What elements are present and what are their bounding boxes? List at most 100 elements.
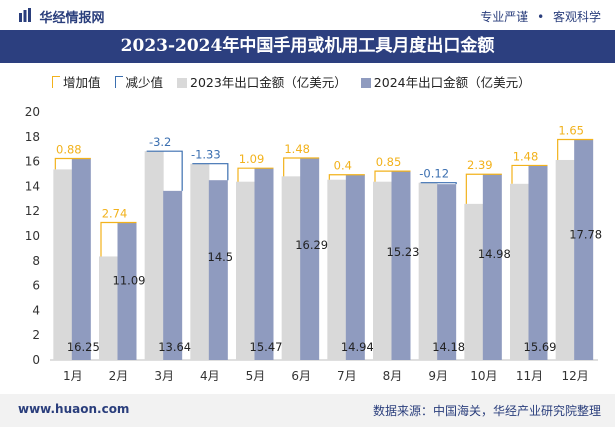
x-tick-label: 1月 [63, 369, 83, 383]
increase-label: 0.85 [376, 155, 402, 169]
legend-2024-label: 2024年出口金额（亿美元） [373, 75, 531, 90]
legend-decrease: 减少值 [114, 72, 164, 91]
decrease-bracket [146, 150, 183, 191]
legend-decrease-label: 减少值 [125, 75, 164, 90]
bar-2024 [437, 184, 457, 360]
chart-title: 2023-2024年中国手用或机用工具月度出口金额 [0, 30, 615, 63]
tag-objective: 客观科学 [552, 10, 601, 24]
x-tick-label: 12月 [562, 369, 589, 383]
legend-2023-label: 2023年出口金额（亿美元） [190, 75, 347, 90]
brand-name: 华经情报网 [39, 11, 105, 26]
x-tick-label: 11月 [516, 369, 543, 383]
footer-url: www.huaon.com [18, 402, 130, 416]
bar-2024 [574, 139, 594, 360]
bar-2024 [117, 222, 137, 360]
value-label-2024: 13.64 [158, 340, 191, 354]
bar-2023 [555, 159, 575, 360]
x-tick-label: 2月 [109, 369, 129, 383]
value-label-2024: 14.18 [432, 340, 465, 354]
value-label-2024: 15.47 [250, 340, 283, 354]
legend-2023-swatch [177, 78, 187, 88]
value-label-2024: 14.94 [341, 340, 374, 354]
bar-chart: 0 2 4 6 8 10 12 14 16 18 20 0.88 16.25 1月 2.74 11.09 2月 -… [25, 105, 602, 383]
value-label-2024: 14.98 [478, 247, 511, 261]
increase-label: 0.4 [334, 159, 352, 173]
y-tick-label: 4 [32, 303, 40, 317]
y-tick-label: 6 [32, 279, 40, 293]
header-tags: 专业严谨 • 客观科学 [480, 8, 601, 25]
increase-bracket [237, 167, 274, 182]
legend-increase-swatch [52, 76, 60, 88]
decrease-label: -1.33 [191, 148, 221, 162]
increase-label: 2.39 [467, 158, 493, 172]
bar-2024 [208, 180, 228, 360]
footer-source: 数据来源：中国海关，华经产业研究院整理 [372, 404, 601, 418]
y-tick-label: 2 [32, 328, 40, 342]
value-label-2024: 16.25 [67, 340, 100, 354]
bar-2023 [281, 176, 301, 360]
y-tick-label: 18 [25, 130, 40, 144]
increase-bracket [465, 173, 502, 204]
y-tick-label: 10 [25, 229, 40, 243]
increase-label: 2.74 [102, 206, 128, 220]
legend-2023: 2023年出口金额（亿美元） [177, 72, 347, 91]
brand: 华经情报网 [18, 7, 105, 26]
legend-2024-swatch [360, 78, 371, 88]
increase-label: 1.65 [558, 124, 584, 138]
bar-2024 [391, 171, 411, 360]
x-tick-label: 3月 [154, 369, 174, 383]
increase-bracket [54, 157, 91, 170]
bar-2023 [53, 169, 73, 360]
footer: www.huaon.com 数据来源：中国海关，华经产业研究院整理 [0, 394, 615, 427]
bar-2023 [510, 183, 529, 360]
bar-2024 [163, 190, 183, 360]
bar-2024 [528, 165, 548, 360]
value-label-2024: 15.69 [524, 340, 557, 354]
value-label-2024: 15.23 [387, 245, 420, 259]
legend-decrease-swatch [114, 76, 123, 88]
bar-2024 [254, 168, 274, 360]
decrease-bracket [192, 163, 229, 181]
increase-bracket [374, 170, 411, 182]
legend-increase-label: 增加值 [63, 75, 101, 90]
bar-2024 [482, 174, 502, 360]
legend-increase: 增加值 [52, 72, 101, 91]
bar-2023 [418, 182, 438, 360]
top-bar: 华经情报网 专业严谨 • 客观科学 [0, 0, 615, 30]
y-tick-label: 14 [25, 179, 40, 193]
y-tick-label: 12 [25, 204, 40, 218]
increase-bracket [511, 164, 548, 184]
x-tick-label: 9月 [428, 369, 448, 383]
y-tick-label: 0 [32, 353, 40, 367]
y-tick-label: 8 [32, 254, 40, 268]
bar-2023 [327, 179, 347, 360]
decrease-bracket [420, 182, 457, 185]
increase-bracket [328, 174, 365, 180]
bar-2024 [300, 158, 320, 360]
brand-logo-icon [19, 8, 31, 22]
increase-bracket [557, 138, 594, 160]
x-tick-label: 10月 [470, 369, 497, 383]
bar-2023 [144, 151, 164, 360]
bar-2023 [373, 181, 392, 360]
value-label-2024: 14.5 [208, 250, 234, 264]
y-tick-label: 16 [25, 155, 40, 169]
tag-professional: 专业严谨 [480, 10, 529, 24]
increase-bracket [283, 157, 320, 177]
x-tick-label: 6月 [291, 369, 311, 383]
bar-2024 [345, 174, 365, 360]
increase-bracket [100, 221, 137, 257]
y-tick-label: 20 [25, 105, 40, 119]
bar-2023 [464, 203, 484, 360]
x-tick-label: 8月 [383, 369, 403, 383]
decrease-label: -3.2 [149, 135, 171, 149]
bar-2023 [190, 163, 210, 360]
value-label-2024: 16.29 [295, 238, 328, 252]
x-tick-label: 4月 [200, 369, 220, 383]
x-tick-label: 5月 [246, 369, 266, 383]
bar-2024 [71, 158, 91, 360]
legend-2024: 2024年出口金额（亿美元） [360, 72, 531, 91]
increase-label: 1.48 [513, 149, 539, 163]
x-tick-label: 7月 [337, 369, 357, 383]
decrease-label: -0.12 [419, 167, 449, 181]
